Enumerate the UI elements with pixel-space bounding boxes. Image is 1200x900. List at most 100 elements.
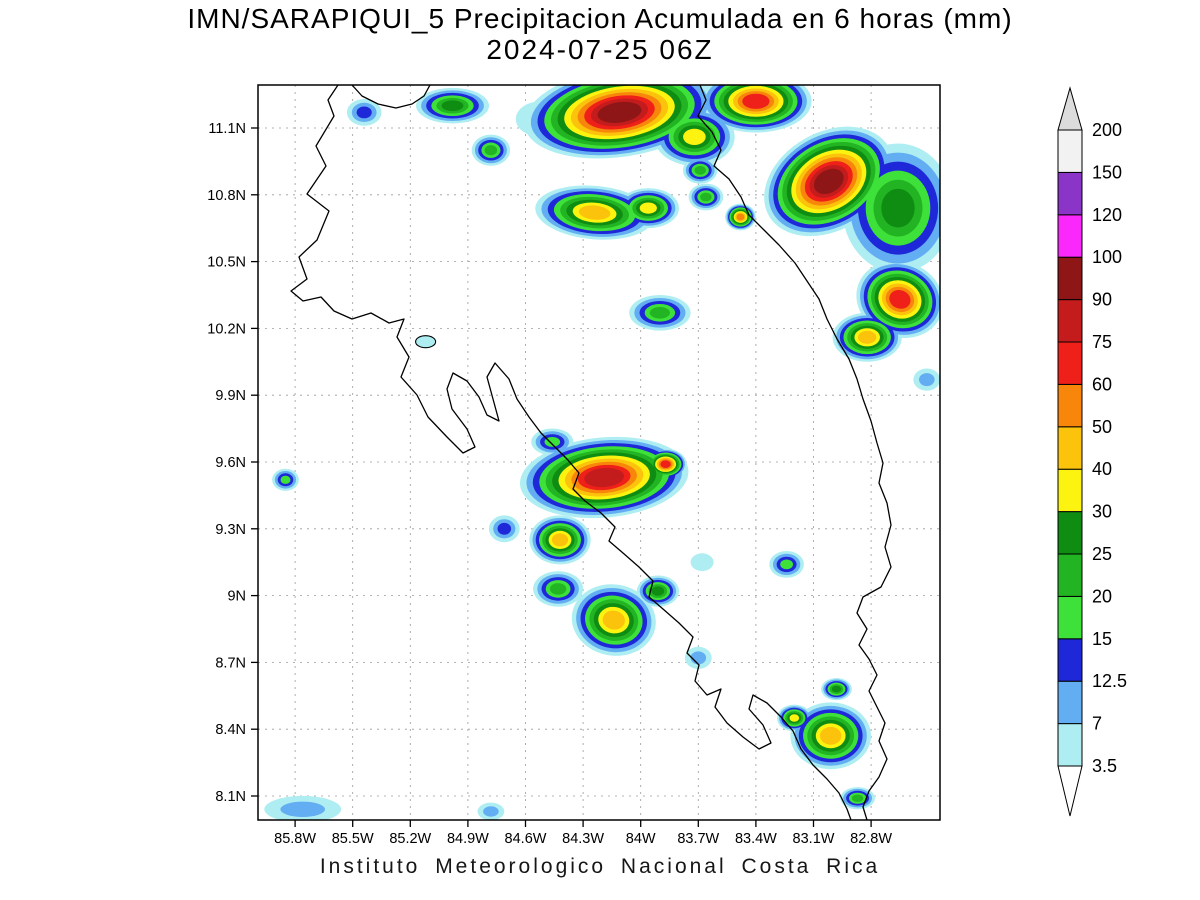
y-tick-label: 10.8N: [207, 188, 246, 204]
x-tick-label: 83.1W: [793, 831, 835, 847]
precip-contour-ring: [484, 145, 498, 156]
y-tick-label: 8.1N: [215, 789, 246, 805]
precip-contour-ring: [889, 289, 911, 309]
colorbar-label: 30: [1092, 502, 1112, 522]
precip-contour-ring: [356, 106, 372, 119]
colorbar-label: 200: [1092, 120, 1122, 140]
x-tick-label: 85.8W: [274, 831, 316, 847]
precip-contour-ring: [602, 610, 625, 630]
colorbar-segment: [1057, 129, 1083, 173]
y-tick-label: 9.6N: [215, 455, 246, 471]
colorbar-label: 60: [1092, 374, 1112, 394]
precip-contour-ring: [280, 801, 326, 817]
x-tick-label: 83.7W: [677, 831, 719, 847]
precip-contour-ring: [851, 794, 864, 802]
chart-title: IMN/SARAPIQUI_5 Precipitacion Acumulada …: [187, 3, 1013, 34]
colorbar-label: 90: [1092, 290, 1112, 310]
credit-text: Instituto Meteorologico Nacional Costa R…: [319, 855, 881, 878]
coastline-group: [290, 85, 892, 820]
colorbar-segment: [1057, 256, 1083, 301]
x-tick-label: 82.8W: [850, 831, 892, 847]
precip-contour-ring: [544, 437, 561, 447]
colorbar-label: 120: [1092, 205, 1122, 225]
y-tick-label: 10.2N: [207, 321, 246, 337]
colorbar-segment: [1057, 511, 1083, 555]
precip-contour-ring: [597, 101, 642, 123]
precip-contour-ring: [660, 460, 671, 469]
precip-contour-ring: [881, 188, 915, 228]
precip-contour-ring: [549, 583, 567, 595]
coastline-path: [351, 85, 431, 109]
precip-contour-ring: [683, 128, 706, 145]
colorbar-segment: [1057, 680, 1083, 725]
chart-subtitle-datetime: 2024-07-25 06Z: [486, 34, 714, 66]
colorbar-label: 12.5: [1092, 671, 1127, 691]
precip-contour-ring: [497, 522, 512, 535]
x-tick-label: 85.2W: [389, 831, 431, 847]
colorbar-segment: [1057, 723, 1083, 767]
lake-shape: [415, 335, 437, 349]
colorbar-segment: [1057, 468, 1083, 513]
colorbar-label: 20: [1092, 586, 1112, 606]
precip-contour-ring: [820, 726, 842, 745]
precip-contour-ring: [736, 213, 745, 221]
coastline-path: [697, 85, 892, 820]
colorbar-segment: [1057, 553, 1083, 597]
axis-ticks: [251, 127, 872, 827]
precip-contour-ring: [789, 714, 800, 722]
precip-contour-ring: [694, 165, 706, 175]
x-tick-label: 84.9W: [447, 831, 489, 847]
precip-contour-ring: [919, 373, 935, 387]
precip-contour-ring: [690, 553, 714, 572]
colorbar-segment: [1057, 383, 1083, 428]
precip-contour-ring: [639, 202, 657, 214]
x-tick-label: 84.6W: [505, 831, 547, 847]
precip-contour-ring: [700, 192, 712, 202]
precip-contour-ring: [578, 205, 611, 220]
y-tick-label: 8.7N: [215, 655, 246, 671]
colorbar-label: 150: [1092, 162, 1122, 182]
precip-contour-ring: [831, 685, 842, 693]
precip-contour-ring: [742, 93, 770, 109]
y-tick-label: 11.1N: [208, 121, 246, 137]
coastline-path: [290, 85, 852, 820]
colorbar-segment: [1057, 638, 1083, 682]
x-tick-label: 84.3W: [562, 831, 604, 847]
precip-contour-ring: [651, 586, 665, 596]
precip-contour-ring: [649, 307, 671, 319]
colorbar-label: 15: [1092, 629, 1112, 649]
colorbar-segment: [1057, 426, 1083, 470]
colorbar-label: 25: [1092, 544, 1112, 564]
colorbar-labels: 3.5 7 12.5 15 20 25 30 40 50 60 75 90 100 120 150 200: [1092, 120, 1127, 776]
y-tick-label: 8.4N: [215, 722, 246, 738]
precip-contour-ring: [280, 475, 291, 484]
precip-contour-ring: [483, 806, 499, 817]
colorbar-segment: [1057, 214, 1083, 258]
colorbar: [1057, 86, 1083, 817]
precip-contour-ring: [780, 559, 793, 570]
precip-contour-ring: [690, 651, 707, 665]
precip-contour-ring: [813, 168, 844, 195]
colorbar-label: 50: [1092, 417, 1112, 437]
colorbar-label: 7: [1092, 714, 1102, 734]
colorbar-segment: [1057, 299, 1083, 343]
axis-labels: 85.8W 85.5W 85.2W 84.9W 84.6W 84.3W 84W 83.7W 83…: [207, 121, 892, 847]
precipitation-shading: [264, 85, 940, 820]
colorbar-label: 40: [1092, 459, 1112, 479]
colorbar-segment: [1057, 341, 1083, 385]
colorbar-label: 3.5: [1092, 756, 1117, 776]
chart-title-block: IMN/SARAPIQUI_5 Precipitacion Acumulada …: [0, 3, 1200, 66]
y-tick-label: 9.3N: [215, 522, 246, 538]
x-tick-label: 85.5W: [332, 831, 374, 847]
precip-contour-ring: [441, 100, 464, 111]
plot-frame: [257, 84, 941, 821]
colorbar-segment: [1057, 171, 1083, 216]
colorbar-segment: [1057, 595, 1083, 640]
precip-contour-ring: [584, 467, 625, 488]
colorbar-arrow-top: [1057, 86, 1083, 131]
y-tick-label: 9.9N: [215, 388, 246, 404]
colorbar-label: 75: [1092, 332, 1112, 352]
x-tick-label: 84W: [626, 831, 656, 847]
colorbar-label: 100: [1092, 247, 1122, 267]
